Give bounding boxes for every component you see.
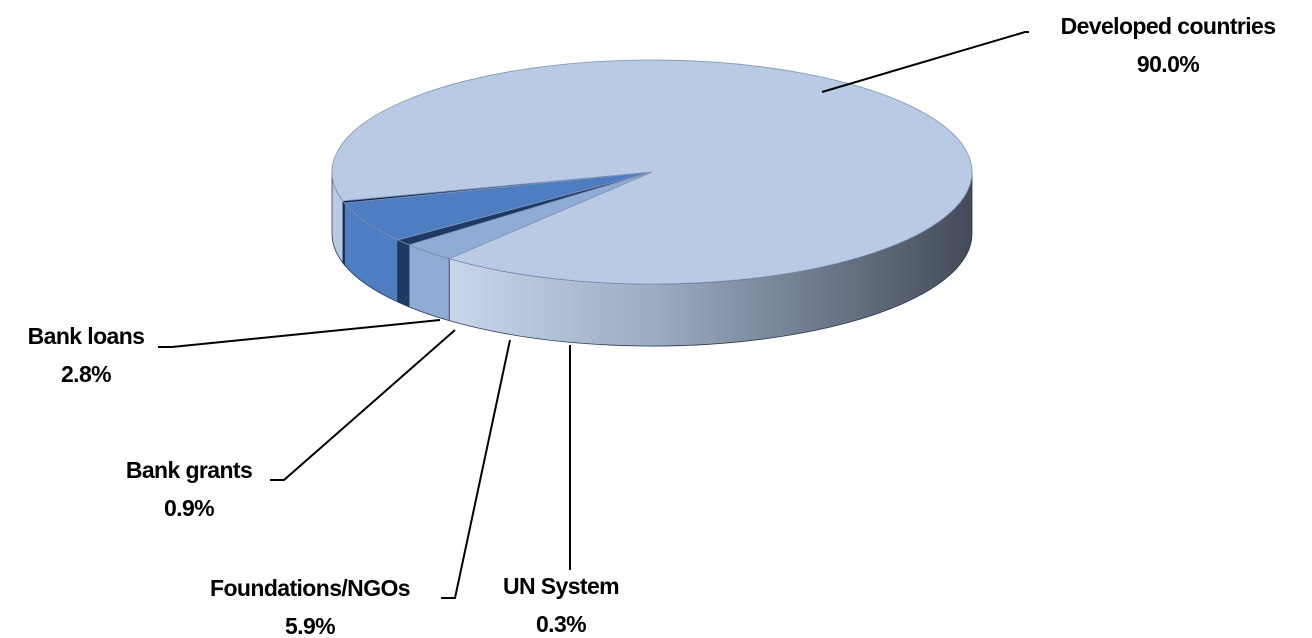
label-value-bank-grants: 0.9% (164, 495, 214, 521)
leader-foundations-ngos (441, 339, 511, 599)
leader-bank-grants (270, 329, 456, 481)
label-name-developed-countries: Developed countries (1061, 13, 1276, 39)
label-value-un-system: 0.3% (536, 611, 586, 637)
slice-un-system (342, 171, 653, 204)
label-value-foundations-ngos: 5.9% (285, 613, 335, 638)
pie-top-faces (331, 59, 973, 285)
slice-side-un-system (342, 199, 345, 267)
label-name-un-system: UN System (503, 573, 619, 599)
slice-side-bank-grants (397, 239, 410, 308)
slice-labels: Developed countries 90.0% Bank loans 2.8% Ba… (28, 13, 1276, 638)
leader-bank-loans (158, 319, 441, 348)
leader-developed-countries (821, 31, 1029, 93)
leader-lines (158, 31, 1029, 599)
label-value-bank-loans: 2.8% (61, 361, 111, 387)
label-name-bank-loans: Bank loans (28, 323, 145, 349)
label-name-foundations-ngos: Foundations/NGOs (210, 575, 410, 601)
label-value-developed-countries: 90.0% (1137, 51, 1199, 77)
label-name-bank-grants: Bank grants (126, 457, 252, 483)
pie-side-faces (331, 171, 973, 347)
